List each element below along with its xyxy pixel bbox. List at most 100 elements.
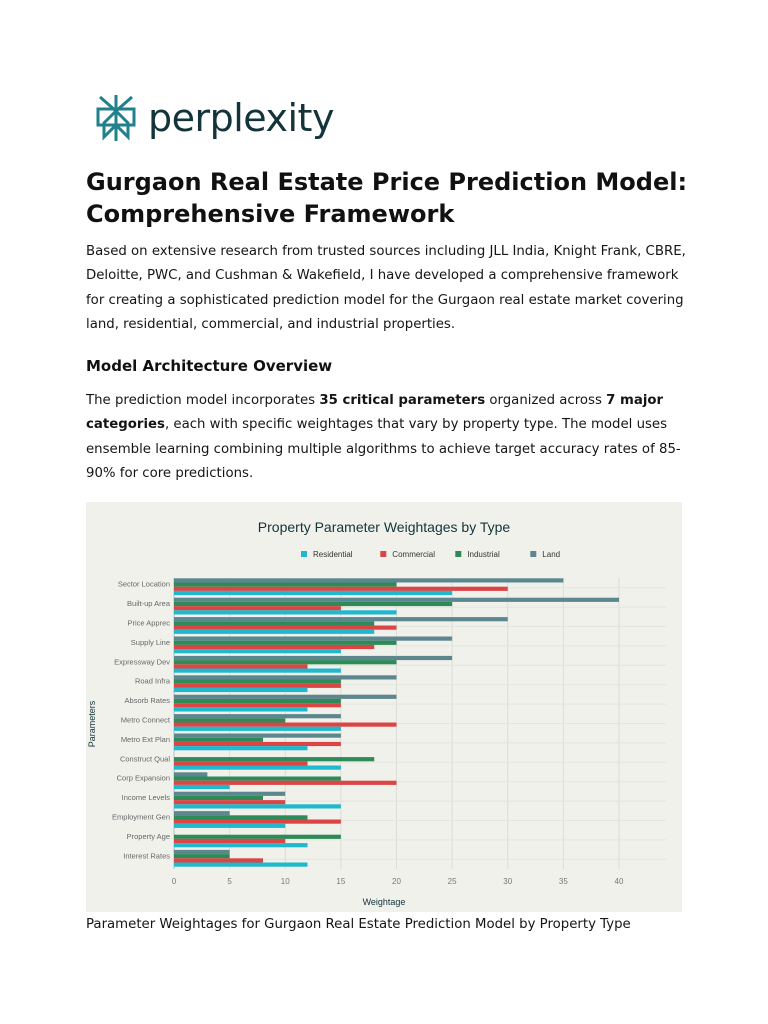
chart-svg: Property Parameter Weightages by Type Res… — [87, 519, 666, 907]
bar-industrial — [174, 698, 341, 704]
bar-residential — [174, 610, 397, 615]
bar-industrial — [174, 737, 263, 742]
bar-land — [174, 578, 564, 583]
legend-swatch — [301, 551, 307, 557]
x-axis-title: Weightage — [363, 897, 406, 907]
bar-residential — [174, 707, 308, 712]
bar-industrial — [174, 776, 341, 781]
bar-residential — [174, 765, 341, 770]
bar-land — [174, 791, 286, 796]
bar-residential — [174, 746, 308, 751]
bar-industrial — [174, 815, 308, 820]
bar-industrial — [174, 718, 286, 723]
bar-industrial — [174, 582, 397, 587]
bar-commercial — [174, 819, 341, 824]
bar-commercial — [174, 683, 341, 688]
y-tick-label: Income Levels — [122, 793, 171, 802]
bar-industrial — [174, 795, 263, 801]
bar-industrial — [174, 621, 375, 626]
bar-residential — [174, 804, 341, 809]
bar-residential — [174, 823, 286, 828]
x-tick-label: 35 — [559, 877, 568, 886]
bar-commercial — [174, 625, 397, 630]
x-tick-label: 20 — [392, 877, 401, 886]
legend-swatch — [455, 551, 462, 557]
bar-commercial — [174, 761, 308, 766]
bar-commercial — [174, 722, 397, 727]
logo-text: perplexity — [148, 96, 334, 140]
bar-land — [174, 617, 508, 622]
bar-commercial — [174, 703, 341, 708]
chart-title: Property Parameter Weightages by Type — [258, 519, 511, 535]
x-tick-label: 40 — [615, 877, 624, 886]
bar-commercial — [174, 664, 308, 669]
x-tick-label: 0 — [172, 877, 177, 886]
y-axis-title: Parameters — [87, 700, 97, 747]
text: The prediction model incorporates — [86, 393, 320, 408]
bar-land — [174, 694, 397, 699]
bar-land — [174, 636, 453, 641]
y-tick-label: Metro Connect — [121, 716, 171, 725]
perplexity-logo-icon — [96, 95, 136, 141]
legend-label: Commercial — [392, 550, 435, 559]
bar-industrial — [174, 757, 375, 762]
bar-land — [174, 675, 397, 680]
bar-industrial — [174, 640, 397, 645]
intro-paragraph: Based on extensive research from trusted… — [86, 244, 686, 332]
bar-commercial — [174, 858, 263, 863]
y-tick-label: Supply Line — [131, 638, 170, 647]
y-tick-label: Road Infra — [135, 677, 171, 686]
bar-commercial — [174, 741, 341, 747]
bar-industrial — [174, 660, 397, 665]
y-tick-label: Sector Location — [118, 580, 170, 589]
y-tick-label: Construct Qual — [120, 754, 170, 763]
bar-commercial — [174, 644, 375, 650]
bar-commercial — [174, 800, 286, 805]
x-tick-label: 10 — [281, 877, 290, 886]
bar-residential — [174, 590, 453, 596]
section-heading: Model Architecture Overview — [86, 357, 333, 375]
legend-label: Residential — [313, 550, 353, 559]
bar-industrial — [174, 854, 230, 859]
legend-swatch — [380, 551, 387, 557]
bar-land — [174, 849, 230, 855]
x-tick-label: 25 — [448, 877, 457, 886]
perplexity-logo: perplexity — [94, 93, 334, 143]
bar-residential — [174, 687, 308, 693]
bar-land — [174, 714, 341, 719]
bar-industrial — [174, 601, 453, 607]
text: organized across — [485, 393, 607, 408]
y-tick-label: Price Apprec — [127, 619, 170, 628]
bold-text: 35 critical parameters — [319, 393, 486, 408]
bar-commercial — [174, 606, 341, 611]
y-tick-label: Employment Gen — [112, 813, 170, 822]
section-paragraph: The prediction model incorporates 35 cri… — [86, 389, 696, 486]
bar-residential — [174, 649, 341, 654]
bar-residential — [174, 726, 341, 731]
x-tick-label: 30 — [503, 877, 512, 886]
x-tick-label: 5 — [227, 877, 232, 886]
bar-industrial — [174, 679, 341, 684]
legend-label: Land — [542, 550, 560, 559]
legend-label: Industrial — [467, 550, 500, 559]
bar-residential — [174, 843, 308, 848]
y-tick-label: Absorb Rates — [125, 696, 171, 705]
y-tick-label: Metro Ext Plan — [121, 735, 170, 744]
page-title: Gurgaon Real Estate Price Prediction Mod… — [86, 168, 688, 228]
bar-commercial — [174, 838, 286, 844]
bar-residential — [174, 629, 375, 634]
bar-residential — [174, 862, 308, 867]
bar-land — [174, 772, 208, 777]
legend-swatch — [530, 551, 537, 557]
bar-land — [174, 655, 453, 661]
bar-industrial — [174, 834, 341, 839]
y-tick-label: Built-up Area — [127, 599, 171, 608]
bar-commercial — [174, 780, 397, 785]
bar-land — [174, 733, 341, 738]
chart-caption: Parameter Weightages for Gurgaon Real Es… — [86, 917, 631, 932]
x-tick-label: 15 — [336, 877, 345, 886]
bar-commercial — [174, 586, 508, 591]
text: , each with specific weightages that var… — [86, 417, 681, 481]
bar-land — [174, 811, 230, 816]
bold-text: 7 major categories — [86, 393, 664, 433]
